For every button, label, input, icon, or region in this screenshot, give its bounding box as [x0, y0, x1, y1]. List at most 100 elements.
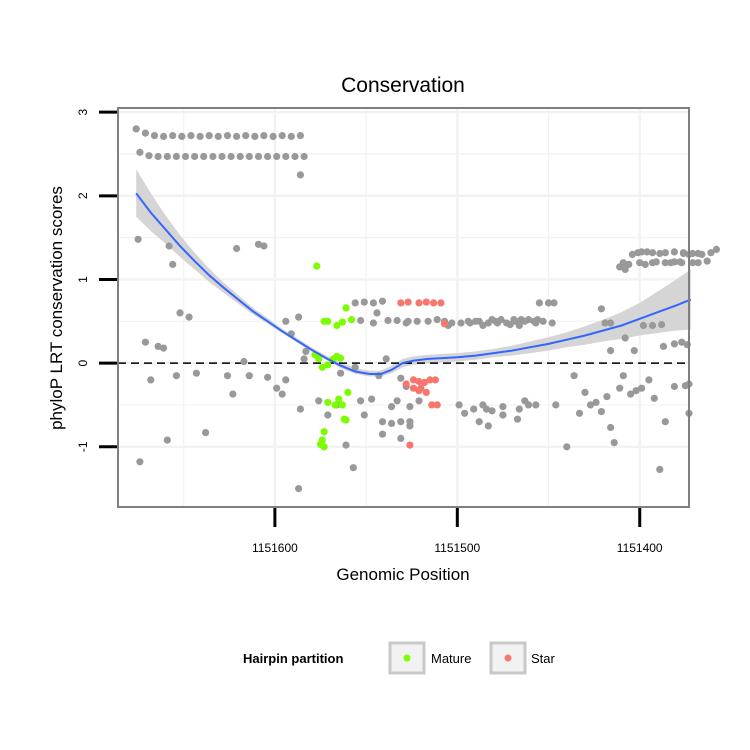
point-other	[638, 248, 646, 256]
point-mature	[335, 395, 343, 403]
point-other	[475, 418, 483, 426]
point-other	[172, 152, 180, 161]
point-other	[192, 369, 200, 377]
point-other	[625, 260, 633, 268]
point-other	[658, 321, 666, 329]
point-other	[229, 390, 237, 398]
point-star	[415, 299, 423, 307]
point-star	[440, 320, 449, 328]
point-other	[295, 485, 303, 493]
point-other	[406, 418, 414, 426]
point-other	[393, 316, 401, 325]
point-other	[616, 384, 624, 392]
point-other	[282, 317, 290, 325]
point-other	[278, 132, 286, 140]
point-mature	[331, 401, 339, 409]
point-star	[415, 387, 423, 395]
point-star	[426, 376, 434, 384]
point-mature	[313, 262, 321, 270]
point-other	[619, 259, 627, 267]
point-other	[592, 398, 600, 406]
point-mature	[318, 363, 326, 371]
point-other	[607, 347, 615, 355]
point-other	[360, 298, 368, 306]
point-other	[185, 313, 193, 321]
panel-border	[117, 107, 690, 508]
point-other	[535, 299, 544, 307]
point-other	[134, 235, 142, 243]
point-other	[517, 316, 525, 324]
point-other	[470, 405, 478, 413]
point-other	[245, 152, 253, 161]
point-other	[373, 309, 381, 317]
point-other	[378, 418, 387, 426]
point-other	[597, 305, 606, 313]
point-other	[200, 152, 208, 161]
point-other	[581, 388, 589, 396]
point-mature	[320, 428, 328, 436]
legend-title: Hairpin partition	[243, 651, 343, 666]
point-other	[273, 152, 281, 161]
legend-label-mature: Mature	[431, 651, 471, 666]
point-other	[648, 321, 657, 330]
point-other	[601, 319, 609, 327]
point-star	[406, 441, 414, 449]
point-other	[544, 299, 553, 307]
point-other	[397, 374, 405, 382]
point-other	[638, 384, 646, 392]
point-other	[641, 260, 649, 268]
point-other	[670, 258, 679, 266]
point-other	[433, 316, 441, 324]
point-other	[300, 152, 308, 161]
point-other	[245, 372, 253, 380]
point-other	[679, 249, 688, 257]
point-other	[661, 418, 669, 426]
y-axis: -1 0 1 2 3	[76, 109, 117, 452]
point-other	[254, 240, 263, 248]
point-other	[369, 319, 377, 327]
point-other	[357, 397, 365, 405]
point-other	[670, 340, 679, 348]
point-other	[464, 317, 472, 325]
point-star	[404, 298, 412, 306]
point-other	[552, 401, 560, 409]
point-other	[703, 257, 711, 265]
point-other	[141, 338, 149, 346]
point-other	[351, 299, 359, 307]
x-axis: 1151600 1151500 1151400	[252, 508, 663, 555]
point-other	[242, 132, 250, 140]
point-other	[368, 395, 376, 403]
point-other	[621, 265, 629, 273]
point-other	[357, 316, 365, 325]
point-other	[296, 405, 304, 413]
point-other	[388, 403, 396, 411]
point-other	[181, 152, 190, 161]
point-mature	[324, 317, 332, 325]
point-other	[145, 152, 153, 160]
y-tick-label: 2	[76, 192, 90, 199]
point-other	[479, 321, 487, 330]
point-other	[160, 344, 168, 352]
point-other	[488, 316, 496, 324]
point-other	[636, 259, 644, 267]
point-other	[264, 373, 272, 381]
point-other	[240, 357, 248, 366]
point-other	[632, 387, 640, 395]
point-other	[661, 249, 669, 257]
point-other	[532, 319, 540, 327]
point-other	[337, 369, 345, 377]
point-other	[136, 458, 144, 466]
point-other	[214, 132, 222, 140]
point-other	[393, 397, 401, 405]
point-other	[163, 152, 171, 161]
point-other	[607, 319, 615, 327]
point-mature	[338, 318, 346, 326]
point-other	[619, 372, 627, 380]
point-mature	[340, 415, 348, 423]
point-other	[597, 408, 606, 416]
point-other	[415, 397, 423, 405]
point-other	[397, 418, 405, 426]
point-other	[132, 125, 140, 133]
legend-label-star: Star	[531, 651, 556, 666]
point-mature	[320, 443, 328, 451]
